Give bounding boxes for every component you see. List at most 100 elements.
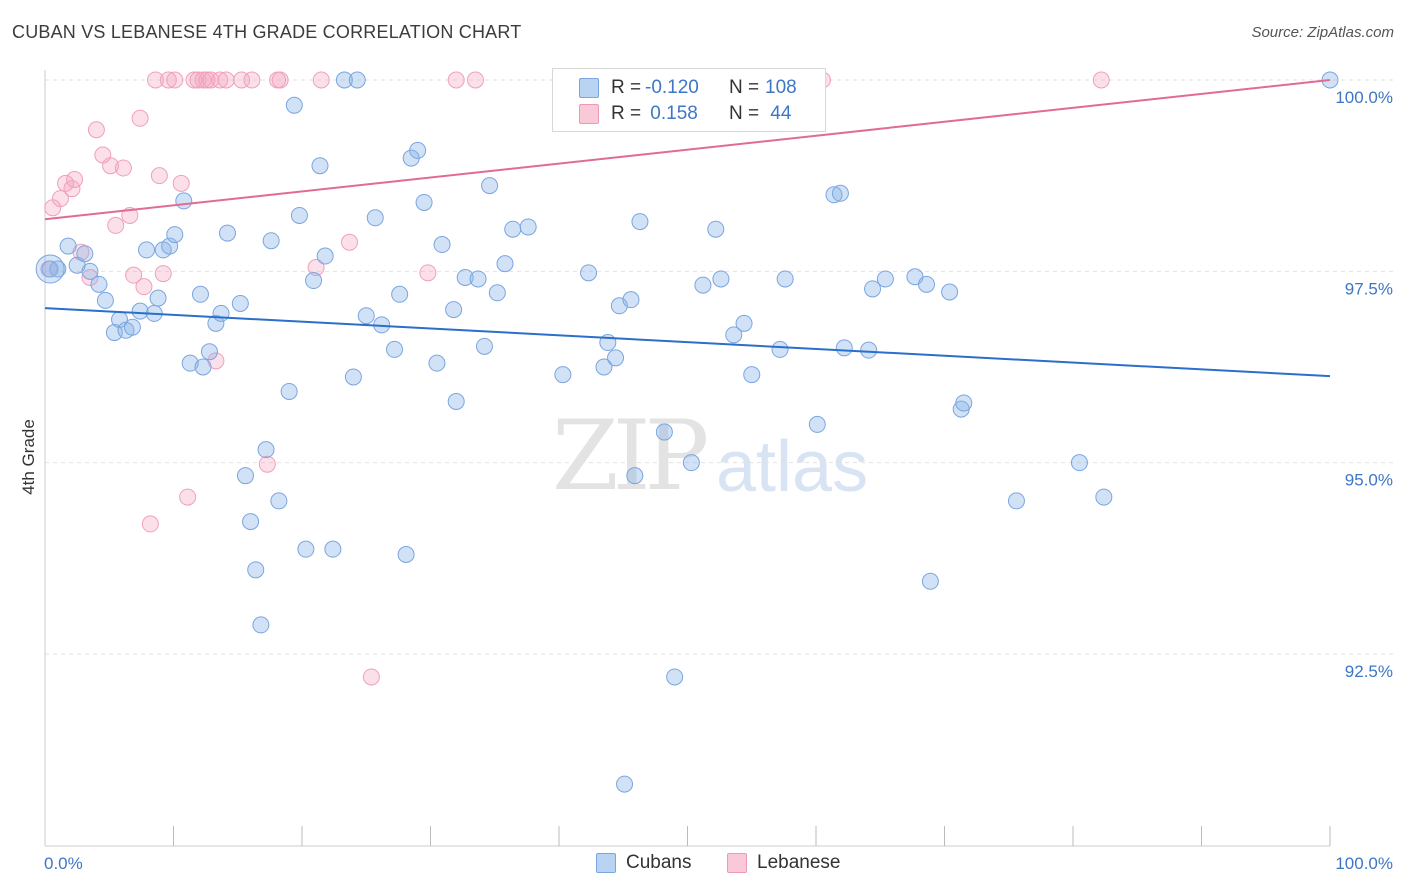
lebanese-point bbox=[179, 488, 197, 506]
stats-legend: R = -0.120 N = 108 R = 0.158 N = 44 bbox=[552, 68, 826, 132]
cubans-point bbox=[236, 467, 254, 485]
lebanese-point bbox=[447, 71, 465, 89]
cubans-point bbox=[366, 209, 384, 227]
lebanese-point bbox=[141, 515, 159, 533]
cubans-point bbox=[595, 358, 613, 376]
cubans-point bbox=[955, 394, 973, 412]
lebanese-trend-line bbox=[44, 79, 1331, 221]
cubans-point bbox=[456, 268, 474, 286]
cubans-point bbox=[409, 141, 427, 159]
lebanese-swatch bbox=[579, 104, 599, 124]
cubans-point bbox=[921, 572, 939, 590]
cubans-point bbox=[335, 71, 353, 89]
watermark-zip: ZIP bbox=[552, 400, 709, 512]
lebanese-point bbox=[51, 190, 69, 208]
trend-lines bbox=[44, 79, 1331, 378]
chart-title: CUBAN VS LEBANESE 4TH GRADE CORRELATION … bbox=[12, 22, 522, 42]
cubans-point bbox=[311, 157, 329, 175]
cubans-point bbox=[864, 280, 882, 298]
lebanese-point bbox=[150, 167, 168, 185]
r-value-lebanese: 0.158 bbox=[645, 103, 698, 124]
lebanese-point bbox=[271, 71, 289, 89]
cubans-point bbox=[735, 314, 753, 332]
cubans-point bbox=[285, 96, 303, 114]
lebanese-point bbox=[81, 268, 99, 286]
cubans-point bbox=[1070, 454, 1088, 472]
cubans-point bbox=[445, 301, 463, 319]
cubans-point bbox=[771, 340, 789, 358]
cubans-point bbox=[96, 291, 114, 309]
cubans-legend-label: Cubans bbox=[626, 852, 692, 873]
lebanese-point bbox=[107, 216, 125, 234]
lebanese-point bbox=[159, 71, 177, 89]
cubans-point bbox=[175, 192, 193, 210]
cubans-point bbox=[607, 349, 625, 367]
lebanese-points bbox=[40, 71, 1110, 686]
lebanese-point bbox=[217, 71, 235, 89]
cubans-point bbox=[808, 415, 826, 433]
cubans-point bbox=[76, 245, 94, 263]
cubans-point bbox=[166, 226, 184, 244]
cubans-point bbox=[191, 285, 209, 303]
cubans-point bbox=[181, 354, 199, 372]
r-label-cubans: R = bbox=[611, 77, 647, 98]
cubans-point bbox=[580, 264, 598, 282]
lebanese-point bbox=[312, 71, 330, 89]
lebanese-point bbox=[1092, 71, 1110, 89]
cubans-point bbox=[831, 184, 849, 202]
cubans-point bbox=[776, 270, 794, 288]
cubans-point bbox=[415, 193, 433, 211]
cubans-point bbox=[397, 546, 415, 564]
cubans-point bbox=[49, 260, 67, 278]
r-value-cubans: -0.120 bbox=[645, 77, 699, 98]
y-tick-label: 97.5% bbox=[1345, 279, 1393, 298]
cubans-point bbox=[666, 668, 684, 686]
n-label-lebanese: N = bbox=[729, 103, 765, 124]
cubans-point bbox=[1095, 488, 1113, 506]
lebanese-point bbox=[114, 159, 132, 177]
cubans-point bbox=[1007, 492, 1025, 510]
cubans-point bbox=[194, 358, 212, 376]
cubans-point bbox=[712, 270, 730, 288]
cubans-point bbox=[475, 337, 493, 355]
lebanese-point bbox=[185, 71, 203, 89]
cubans-point bbox=[496, 255, 514, 273]
cubans-point bbox=[252, 616, 270, 634]
cubans-point bbox=[386, 340, 404, 358]
cubans-point bbox=[694, 276, 712, 294]
cubans-point bbox=[231, 294, 249, 312]
cubans-point bbox=[554, 366, 572, 384]
cubans-point bbox=[149, 289, 167, 307]
y-tick-label: 92.5% bbox=[1345, 662, 1393, 681]
cubans-point bbox=[297, 540, 315, 558]
lebanese-legend-label: Lebanese bbox=[757, 852, 841, 873]
cubans-point bbox=[247, 561, 265, 579]
cubans-point bbox=[59, 237, 77, 255]
cubans-point bbox=[212, 304, 230, 322]
cubans-point bbox=[622, 291, 640, 309]
lebanese-point bbox=[154, 265, 172, 283]
cubans-point-large bbox=[35, 254, 65, 284]
cubans-point bbox=[290, 206, 308, 224]
lebanese-point bbox=[102, 157, 120, 175]
cubans-point bbox=[433, 236, 451, 254]
lebanese-point bbox=[233, 71, 251, 89]
lebanese-point bbox=[307, 259, 325, 277]
cubans-point bbox=[835, 339, 853, 357]
cubans-point bbox=[262, 232, 280, 250]
cubans-point bbox=[743, 366, 761, 384]
cubans-point bbox=[918, 275, 936, 293]
cubans-point bbox=[725, 326, 743, 344]
lebanese-point bbox=[87, 121, 105, 139]
cubans-point bbox=[242, 513, 260, 531]
lebanese-point bbox=[211, 71, 229, 89]
cubans-point bbox=[305, 272, 323, 290]
lebanese-point bbox=[131, 109, 149, 127]
lebanese-point bbox=[341, 233, 359, 251]
cubans-point bbox=[316, 247, 334, 265]
lebanese-point bbox=[166, 71, 184, 89]
x-tick-label: 0.0% bbox=[44, 854, 83, 873]
watermark-atlas: atlas bbox=[716, 427, 869, 507]
cubans-point bbox=[825, 186, 843, 204]
lebanese-point bbox=[419, 264, 437, 282]
